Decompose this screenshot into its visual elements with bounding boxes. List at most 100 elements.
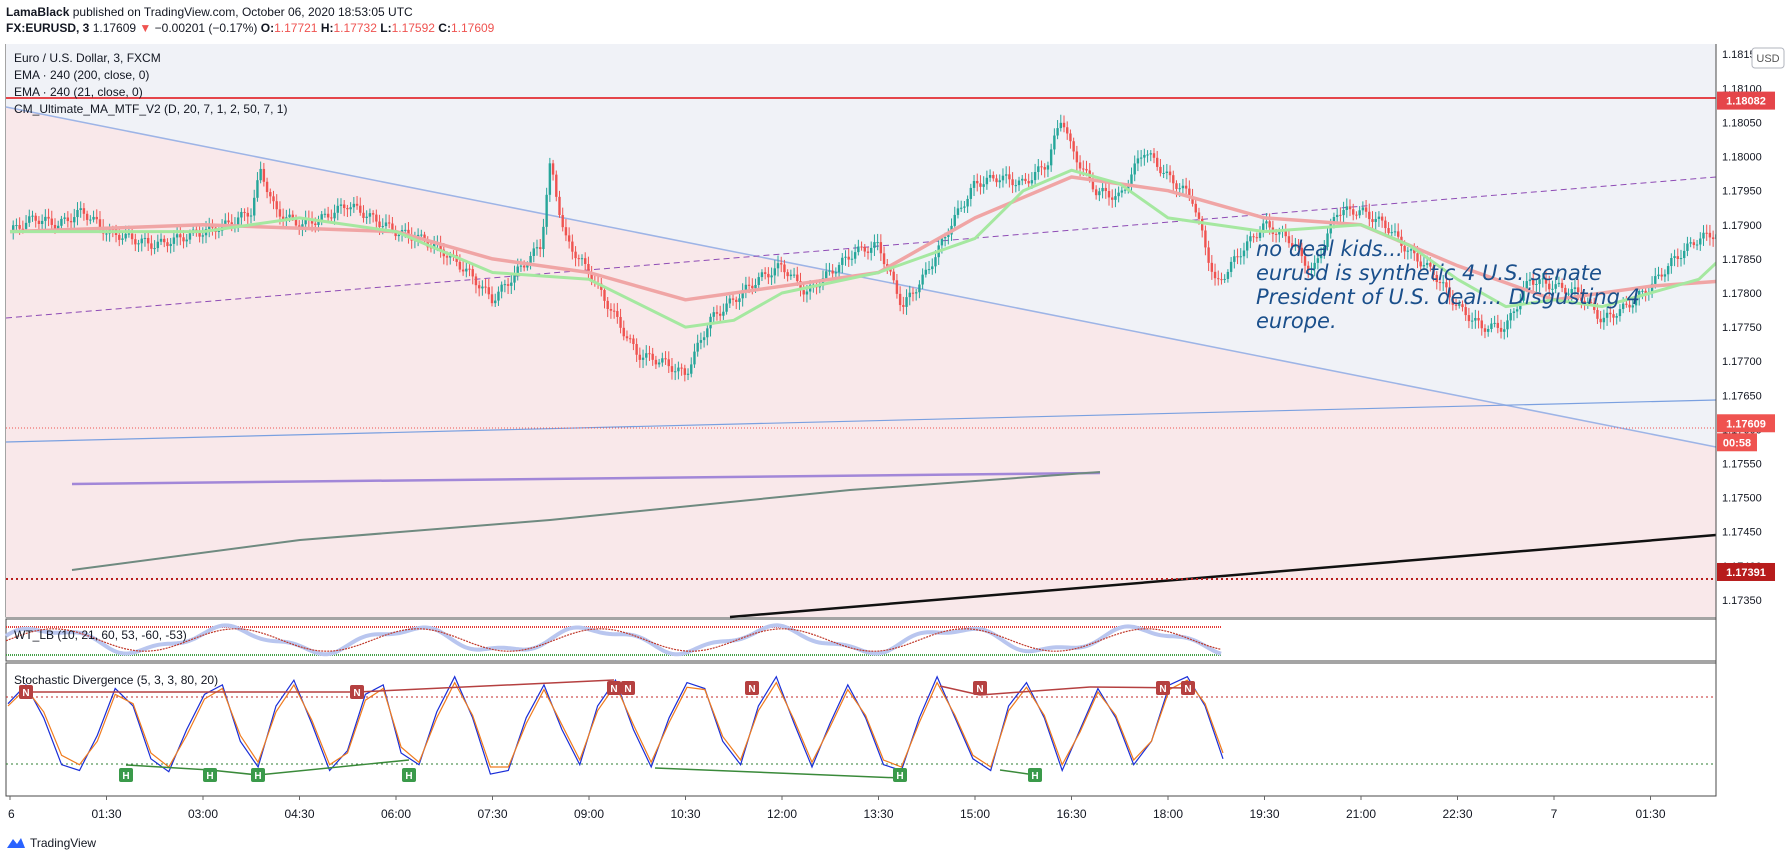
candle-body	[1397, 231, 1400, 237]
candle-body	[420, 234, 423, 236]
bull-div-marker	[893, 768, 907, 782]
candle-body	[696, 342, 699, 352]
candle-body	[898, 293, 902, 306]
divergence-line	[356, 679, 615, 693]
currency-badge[interactable]	[1751, 47, 1785, 69]
candle-body	[76, 210, 79, 218]
candle-body	[1319, 255, 1323, 259]
bear-div-marker	[19, 685, 33, 699]
candle-body	[31, 215, 34, 217]
candle-body	[1368, 211, 1371, 220]
x-tick-label: 21:00	[1346, 807, 1376, 821]
ema-fast-line	[10, 168, 1749, 329]
candle-body	[169, 243, 172, 247]
candle-body	[79, 208, 82, 211]
candle-body	[272, 196, 275, 202]
candle-body	[837, 264, 841, 273]
candle-body	[1509, 312, 1512, 321]
x-tick-label: 12:00	[767, 807, 797, 821]
tradingview-footer[interactable]: TradingView	[6, 836, 96, 850]
candle-body	[998, 180, 1001, 183]
candle-body	[1262, 223, 1265, 233]
candle-body	[166, 242, 169, 247]
bull-div-marker-label: H	[206, 771, 213, 782]
candle-body	[140, 238, 143, 244]
candle-body	[943, 236, 947, 239]
candle-body	[1021, 178, 1024, 181]
candle-body	[828, 270, 831, 272]
close-label: C:	[438, 21, 451, 35]
candle-body	[21, 228, 25, 230]
candle-body	[831, 270, 834, 274]
candle-body	[584, 258, 587, 265]
candle-body	[40, 220, 44, 224]
candle-body	[1107, 190, 1111, 198]
candle-body	[1666, 266, 1670, 275]
stoch-legend[interactable]: Stochastic Divergence (5, 3, 3, 80, 20)	[14, 673, 219, 687]
candle-body	[850, 258, 854, 260]
candle-body	[979, 183, 982, 187]
candle-body	[1448, 287, 1451, 298]
legend-ema-21[interactable]: EMA · 240 (21, close, 0)	[14, 85, 143, 99]
candle-body	[1040, 166, 1043, 168]
candle-body	[500, 284, 503, 292]
candle-body	[988, 174, 992, 178]
candle-body	[1650, 283, 1654, 292]
candle-body	[146, 237, 150, 244]
currency-badge-text: USD	[1756, 53, 1779, 65]
candle-body	[1596, 309, 1599, 319]
publisher-name[interactable]: LamaBlack	[6, 5, 70, 19]
candle-body	[1699, 238, 1702, 245]
candle-body	[1056, 128, 1059, 136]
candle-body	[632, 338, 635, 345]
legend-ema-200[interactable]: EMA · 240 (200, close, 0)	[14, 68, 150, 82]
legend-title[interactable]: Euro / U.S. Dollar, 3, FXCM	[14, 51, 161, 65]
x-tick-label: 19:30	[1249, 807, 1279, 821]
candle-body	[947, 234, 950, 237]
candle-body	[198, 232, 201, 237]
candle-body	[1101, 187, 1104, 192]
candle-body	[1503, 329, 1506, 332]
candle-body	[1114, 196, 1117, 200]
candle-body	[365, 216, 368, 218]
chart-canvas[interactable]: 0.00000 80.0000040.000000.00000NNNNNNNNH…	[0, 44, 1788, 844]
candle-body	[1323, 246, 1326, 256]
candle-body	[368, 213, 372, 217]
candle-body	[1467, 315, 1471, 322]
candle-body	[1567, 293, 1570, 295]
candle-body	[105, 233, 108, 235]
candle-body	[924, 269, 928, 275]
ema-slow-line	[9, 175, 1748, 302]
candle-body	[1512, 311, 1516, 313]
candle-body	[1480, 320, 1483, 329]
candle-body	[118, 234, 121, 240]
candle-body	[741, 290, 744, 299]
candle-body	[143, 237, 147, 239]
candle-body	[513, 273, 516, 283]
zone-lower	[6, 107, 1716, 617]
candle-body	[1049, 149, 1053, 166]
y-tick-label: 1.17500	[1722, 493, 1762, 505]
candle-body	[1098, 191, 1101, 196]
candle-body	[314, 223, 317, 225]
candle-body	[1554, 284, 1557, 289]
candle-body	[783, 264, 786, 273]
candle-body	[1307, 265, 1310, 270]
candle-body	[1432, 266, 1435, 275]
candle-body	[57, 225, 60, 229]
candle-body	[89, 219, 92, 221]
candle-body	[1483, 328, 1487, 332]
candle-body	[1335, 214, 1339, 218]
annotation-text[interactable]: no deal kids... eurusd is synthetic 4 U.…	[1256, 237, 1640, 333]
candle-body	[1085, 168, 1088, 171]
wt-legend[interactable]: WT_LB (10, 21, 60, 53, -60, -53)	[14, 628, 187, 642]
candle-body	[1236, 256, 1239, 258]
candle-body	[179, 234, 182, 238]
bear-div-marker	[745, 681, 759, 695]
y-axis-labels: 1.181501.181001.180501.180001.179501.179…	[1717, 49, 1775, 607]
candle-body	[1178, 188, 1181, 190]
candle-body	[693, 351, 696, 365]
legend-cm-ma[interactable]: CM_Ultimate_MA_MTF_V2 (D, 20, 7, 1, 2, 5…	[14, 102, 288, 116]
candle-body	[124, 233, 127, 239]
candle-body	[1602, 317, 1606, 323]
